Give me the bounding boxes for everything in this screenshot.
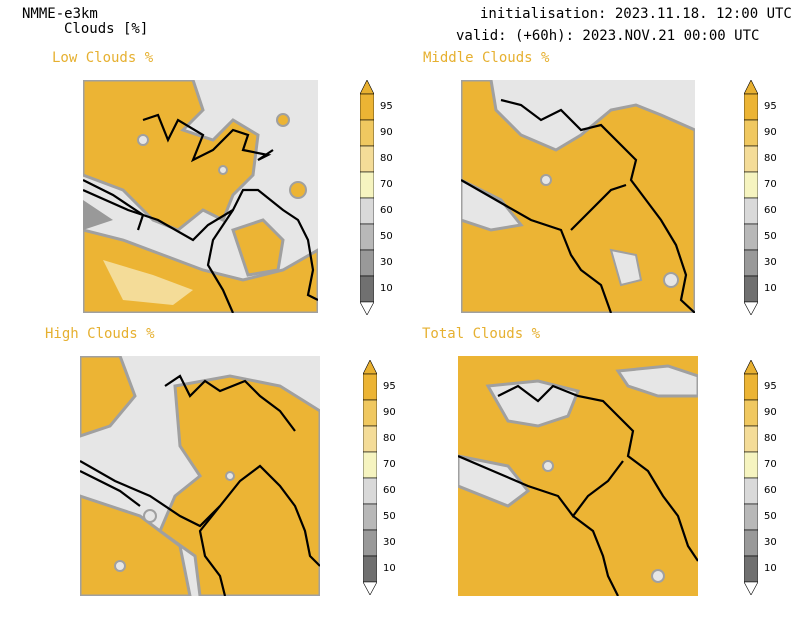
- colorbar-label: 50: [764, 231, 777, 242]
- colorbar-label: 70: [764, 459, 777, 470]
- map-middle-clouds: [461, 80, 695, 313]
- colorbar-label: 10: [383, 563, 396, 574]
- colorbar-label: 60: [764, 205, 777, 216]
- map-total-clouds: [458, 356, 698, 596]
- colorbar-label: 70: [764, 179, 777, 190]
- colorbar-label: 30: [383, 537, 396, 548]
- colorbar-swatches: [743, 79, 759, 316]
- colorbar-label: 60: [380, 205, 393, 216]
- colorbar-label: 30: [764, 537, 777, 548]
- colorbar-label: 95: [380, 101, 393, 112]
- colorbar-label: 80: [383, 433, 396, 444]
- colorbar-label: 70: [383, 459, 396, 470]
- panel-title-total: Total Clouds %: [422, 326, 541, 342]
- colorbar-label: 50: [383, 511, 396, 522]
- colorbar-label: 95: [764, 101, 777, 112]
- colorbar-label: 10: [764, 563, 777, 574]
- colorbar-label: 60: [383, 485, 396, 496]
- colorbar-label: 95: [764, 381, 777, 392]
- panel-title-low: Low Clouds %: [52, 50, 154, 66]
- colorbar-high: 95 90 80 70 60 50 30 10: [362, 359, 423, 599]
- map-high-clouds: [80, 356, 320, 596]
- panel-title-high: High Clouds %: [45, 326, 155, 342]
- colorbar-label: 30: [764, 257, 777, 268]
- map-low-clouds: [83, 80, 318, 313]
- colorbar-label: 70: [380, 179, 393, 190]
- colorbar-swatches: [359, 79, 375, 316]
- init-time: initialisation: 2023.11.18. 12:00 UTC: [480, 6, 792, 22]
- colorbar-label: 80: [380, 153, 393, 164]
- valid-time: valid: (+60h): 2023.NOV.21 00:00 UTC: [456, 28, 760, 44]
- colorbar-label: 80: [764, 153, 777, 164]
- colorbar-label: 90: [764, 127, 777, 138]
- colorbar-label: 80: [764, 433, 777, 444]
- panel-title-middle: Middle Clouds %: [423, 50, 550, 66]
- colorbar-middle: 95 90 80 70 60 50 30 10: [743, 79, 800, 319]
- colorbar-label: 10: [764, 283, 777, 294]
- colorbar-low: 95 90 80 70 60 50 30 10: [359, 79, 420, 319]
- colorbar-label: 60: [764, 485, 777, 496]
- variable-name: Clouds [%]: [64, 21, 149, 37]
- colorbar-label: 90: [380, 127, 393, 138]
- colorbar-label: 95: [383, 381, 396, 392]
- colorbar-label: 30: [380, 257, 393, 268]
- colorbar-swatches: [362, 359, 378, 596]
- colorbar-label: 50: [380, 231, 393, 242]
- colorbar-swatches: [743, 359, 759, 596]
- colorbar-label: 10: [380, 283, 393, 294]
- colorbar-label: 90: [764, 407, 777, 418]
- colorbar-total: 95 90 80 70 60 50 30 10: [743, 359, 800, 599]
- colorbar-label: 90: [383, 407, 396, 418]
- model-name: NMME-e3km: [22, 6, 98, 22]
- colorbar-label: 50: [764, 511, 777, 522]
